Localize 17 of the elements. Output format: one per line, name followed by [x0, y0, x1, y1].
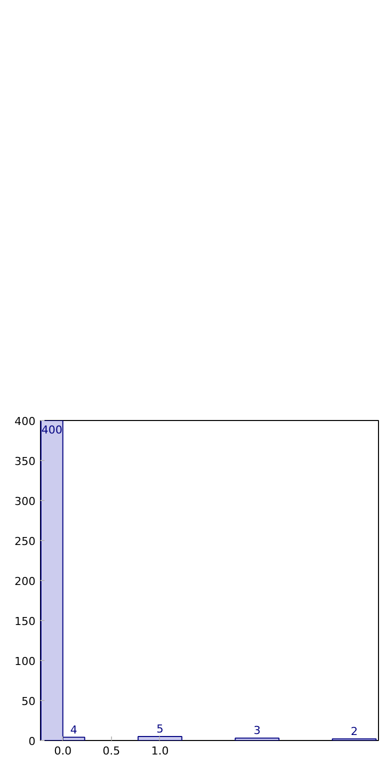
y-tick-label: 0 [28, 735, 36, 748]
data-label: 3 [254, 724, 261, 738]
x-tick-label: 0.0 [54, 744, 72, 758]
data-label: 2 [350, 724, 358, 738]
data-label: 400 [41, 424, 62, 436]
y-tick-label: 50 [22, 695, 36, 708]
y-tick-label: 200 [14, 575, 36, 588]
y-tick-label: 400 [14, 415, 36, 428]
data-label: 5 [156, 722, 164, 736]
y-tick-label: 250 [14, 535, 36, 548]
x-tick-label: 1.0 [151, 744, 169, 758]
y-tick-label: 350 [14, 455, 36, 468]
data-label: 4 [70, 723, 78, 736]
x-tick-label: 0.5 [102, 744, 120, 758]
y-tick-label: 150 [14, 615, 36, 628]
y-tick-label: 100 [14, 655, 36, 668]
y-tick-label: 300 [14, 495, 36, 508]
